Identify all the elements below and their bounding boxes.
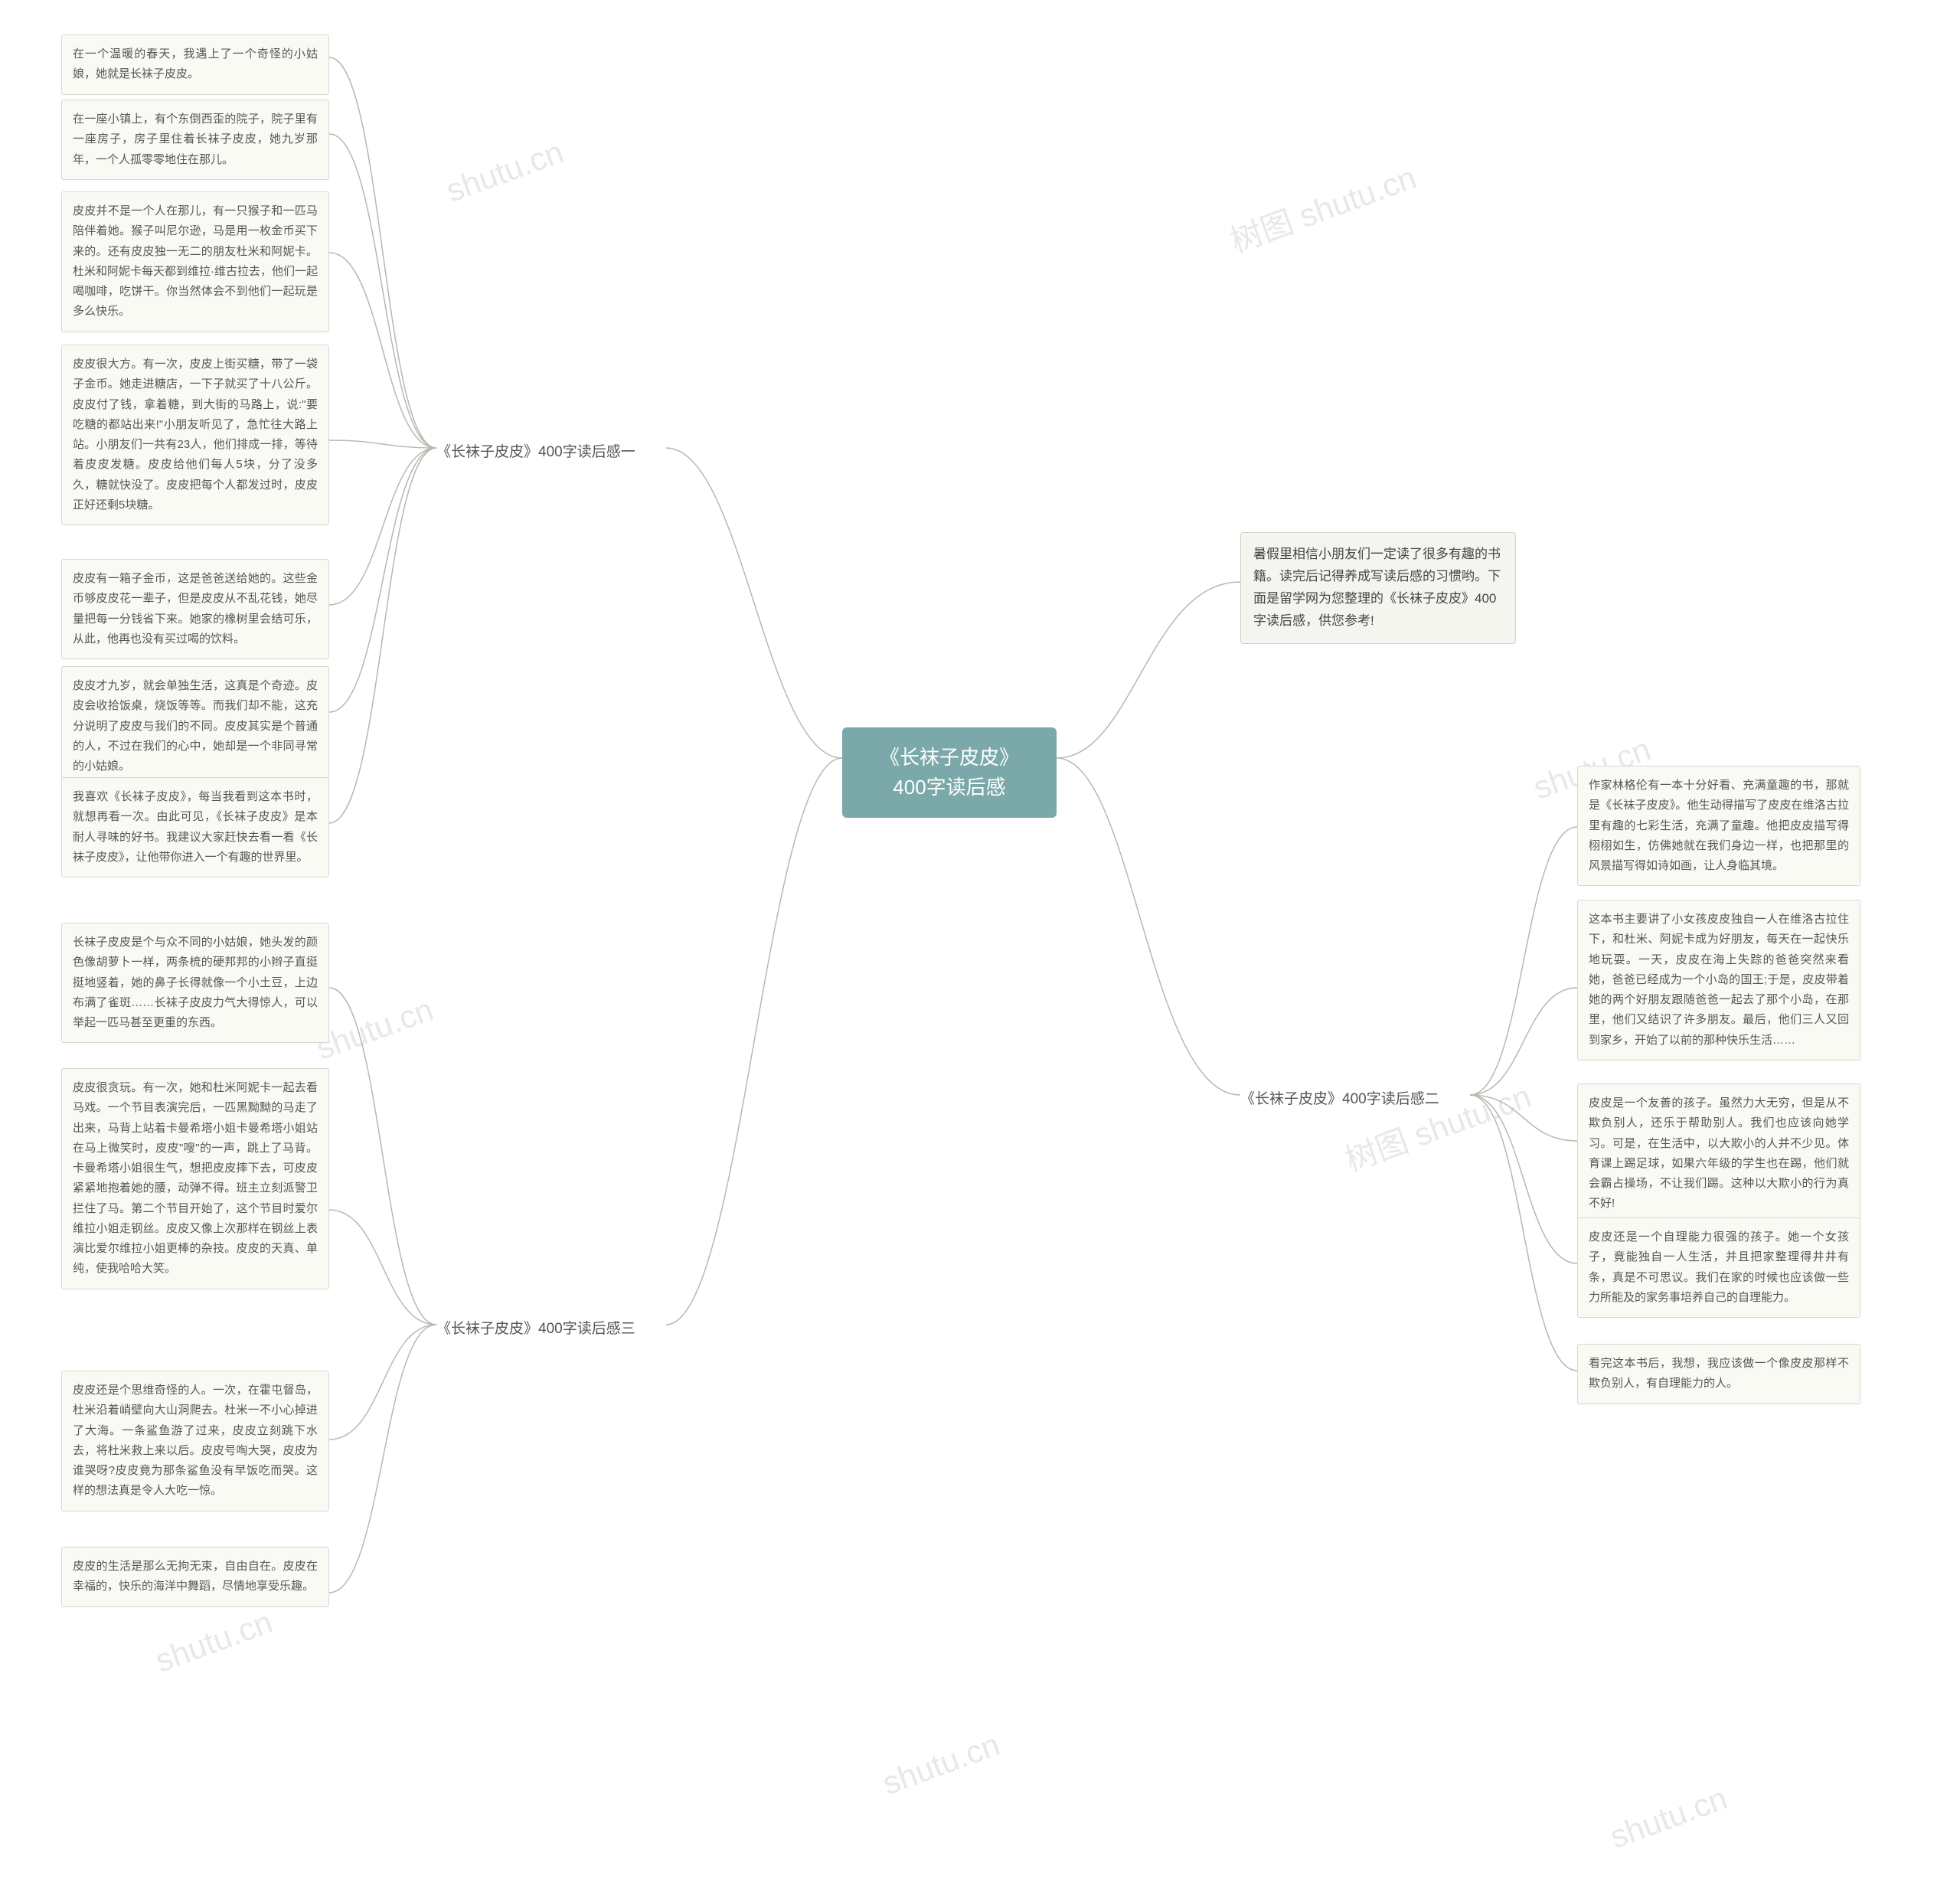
intro-node: 暑假里相信小朋友们一定读了很多有趣的书籍。读完后记得养成写读后感的习惯哟。下面是… (1240, 532, 1516, 644)
branch3-label: 《长袜子皮皮》400字读后感三 (436, 1317, 635, 1338)
branch2-leaf: 皮皮还是一个自理能力很强的孩子。她一个女孩子，竟能独自一人生活，并且把家整理得井… (1577, 1217, 1860, 1318)
branch3-leaf: 皮皮还是个思维奇怪的人。一次，在霍屯督岛，杜米沿着峭壁向大山洞爬去。杜米一不小心… (61, 1371, 329, 1511)
branch2-leaf: 作家林格伦有一本十分好看、充满童趣的书，那就是《长袜子皮皮》。他生动得描写了皮皮… (1577, 766, 1860, 886)
branch3-leaf: 长袜子皮皮是个与众不同的小姑娘，她头发的颜色像胡萝卜一样，两条梳的硬邦邦的小辫子… (61, 923, 329, 1043)
branch3-leaf: 皮皮的生活是那么无拘无束，自由自在。皮皮在幸福的，快乐的海洋中舞蹈，尽情地享受乐… (61, 1547, 329, 1607)
branch1-leaf: 在一座小镇上，有个东倒西歪的院子，院子里有一座房子，房子里住着长袜子皮皮，她九岁… (61, 100, 329, 180)
watermark: shutu.cn (312, 991, 439, 1067)
branch2-label: 《长袜子皮皮》400字读后感二 (1240, 1087, 1439, 1108)
watermark: shutu.cn (878, 1726, 1005, 1802)
center-node: 《长袜子皮皮》400字读后感 (842, 727, 1057, 818)
watermark: shutu.cn (442, 133, 569, 209)
watermark: 树图 shutu.cn (1223, 152, 1422, 262)
branch3-leaf: 皮皮很贪玩。有一次，她和杜米阿妮卡一起去看马戏。一个节目表演完后，一匹黑黝黝的马… (61, 1068, 329, 1289)
branch1-leaf: 皮皮才九岁，就会单独生活，这真是个奇迹。皮皮会收拾饭桌，烧饭等等。而我们却不能，… (61, 666, 329, 786)
branch1-leaf: 我喜欢《长袜子皮皮》，每当我看到这本书时，就想再看一次。由此可见，《长袜子皮皮》… (61, 777, 329, 877)
branch1-label: 《长袜子皮皮》400字读后感一 (436, 440, 635, 461)
branch1-leaf: 皮皮很大方。有一次，皮皮上街买糖，带了一袋子金币。她走进糖店，一下子就买了十八公… (61, 345, 329, 525)
branch2-leaf: 这本书主要讲了小女孩皮皮独自一人在维洛古拉住下，和杜米、阿妮卡成为好朋友，每天在… (1577, 900, 1860, 1060)
watermark: shutu.cn (1606, 1779, 1733, 1855)
branch1-leaf: 皮皮有一箱子金币，这是爸爸送给她的。这些金币够皮皮花一辈子，但是皮皮从不乱花钱，… (61, 559, 329, 659)
branch1-leaf: 在一个温暖的春天，我遇上了一个奇怪的小姑娘，她就是长袜子皮皮。 (61, 34, 329, 95)
watermark: shutu.cn (151, 1603, 278, 1679)
branch1-leaf: 皮皮并不是一个人在那儿，有一只猴子和一匹马陪伴着她。猴子叫尼尔逊，马是用一枚金币… (61, 191, 329, 332)
branch2-leaf: 看完这本书后，我想，我应该做一个像皮皮那样不欺负别人，有自理能力的人。 (1577, 1344, 1860, 1404)
branch2-leaf: 皮皮是一个友善的孩子。虽然力大无穷，但是从不欺负别人，还乐于帮助别人。我们也应该… (1577, 1083, 1860, 1224)
